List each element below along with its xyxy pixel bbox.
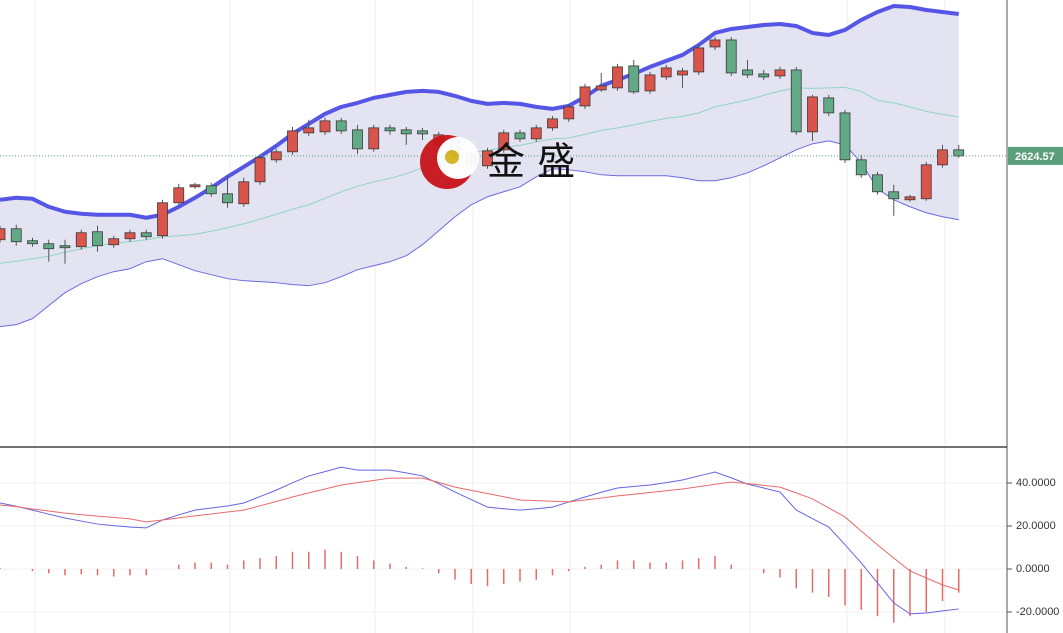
candle-body [807,96,818,133]
candle-body [0,228,6,241]
candle-body [303,127,315,134]
candle-body [59,245,71,249]
candle-body [287,130,298,153]
logo-ball [445,150,459,164]
band-line [0,140,959,328]
candle-body [693,47,705,73]
candle-body [563,106,575,120]
candle-body [335,120,347,132]
candle-body [384,127,396,132]
candle-body [872,174,883,193]
candle-body [953,149,965,157]
logo [420,135,479,189]
candle-body [660,67,672,78]
y-tick-label: -20.0000 [1016,606,1059,618]
candle-body [839,112,851,161]
candle-body [157,202,168,237]
candle-body [108,238,120,246]
candle-body [254,157,266,183]
candle-body [774,69,786,77]
watermark: 金 盛 [487,140,575,184]
candle-body [319,120,331,133]
candle-body [514,132,526,140]
y-tick-label: 20.0000 [1016,520,1056,532]
candle-body [417,130,428,135]
candle-body [75,232,87,248]
candle-body [222,193,233,204]
candle-body [742,69,753,76]
candle-body [595,85,607,91]
candle-body [888,191,900,200]
y-tick-label: 40.0000 [1016,477,1056,489]
candle-body [628,65,640,93]
candle-body [238,181,250,205]
candle-body [124,232,136,240]
last-price-label: 2624.57 [1015,151,1055,163]
candle-body [352,129,363,150]
candle-body [677,70,688,76]
candle-body [400,129,412,135]
candle-body [904,196,916,201]
candle-body [368,127,380,150]
candle-body [10,228,22,243]
candle-body [709,39,721,48]
candle-body [43,243,55,250]
candle-body [758,73,770,78]
candle-body [140,232,152,238]
candle-body [530,127,542,140]
candle-body [173,187,185,204]
candle-body [920,164,932,200]
y-tick-label: 0.0000 [1016,563,1050,575]
candle-body [547,118,558,129]
candle-body [790,69,802,133]
macd-line [0,466,959,615]
last-price-box [1008,146,1063,165]
candle-body [644,74,656,92]
band-fill [0,5,959,327]
candle-body [189,184,201,188]
candle-body [482,150,493,167]
candle-body [27,240,38,245]
candle-body [855,159,867,176]
candle-body [937,149,948,166]
candle-body [205,185,217,195]
candle-body [498,132,510,151]
candle-body [92,231,103,247]
macd-line [0,477,959,591]
candle-body [823,97,835,114]
plot-layer [0,3,1007,623]
candle-body [579,86,591,107]
candle-body [612,66,623,89]
candle-body [725,39,737,74]
